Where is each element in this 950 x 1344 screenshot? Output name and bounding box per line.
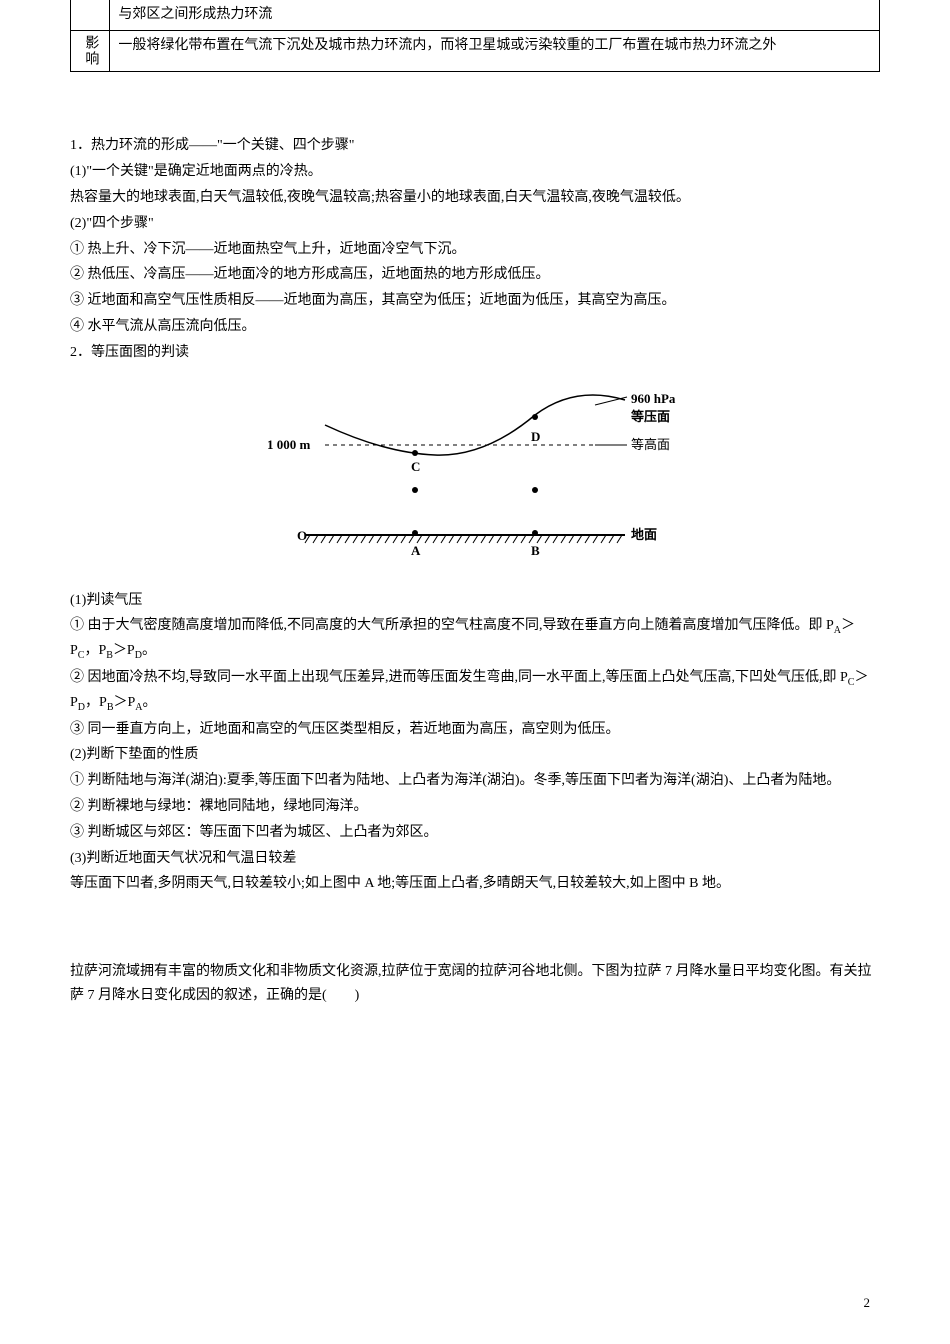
row2-text: 一般将绿化带布置在气流下沉处及城市热力环流内，而将卫星城或污染较重的工厂布置在城… xyxy=(110,31,880,72)
s1-l7: ④ 水平气流从高压流向低压。 xyxy=(70,315,880,339)
s1-l4: ① 热上升、冷下沉——近地面热空气上升，近地面冷空气下沉。 xyxy=(70,238,880,262)
row1-label xyxy=(71,0,110,31)
s3-h3: (3)判断近地面天气状况和气温日较差 xyxy=(70,847,880,871)
row1-text: 与郊区之间形成热力环流 xyxy=(110,0,880,31)
isobaric-text: 等压面 xyxy=(630,409,670,424)
s1-l5: ② 热低压、冷高压——近地面冷的地方形成高压，近地面热的地方形成低压。 xyxy=(70,263,880,287)
isobaric-diagram: O A B C D 1 000 m 960 hPa 等压面 等高面 地面 xyxy=(255,375,695,575)
altitude-value: 1 000 m xyxy=(267,437,311,452)
label-A: A xyxy=(411,543,421,558)
question-text: 拉萨河流域拥有丰富的物质文化和非物质文化资源,拉萨位于宽阔的拉萨河谷地北侧。下图… xyxy=(70,960,880,1008)
s3-p1a: ① 由于大气密度随高度增加而降低,不同高度的大气所承担的空气柱高度不同,导致在垂… xyxy=(70,614,880,664)
s3-p3: 等压面下凹者,多阴雨天气,日较差较小;如上图中 A 地;等压面上凸者,多晴朗天气… xyxy=(70,872,880,896)
label-C: C xyxy=(411,459,420,474)
ground-text: 地面 xyxy=(631,527,657,542)
s3-h2: (2)判断下垫面的性质 xyxy=(70,743,880,767)
summary-table: 与郊区之间形成热力环流 影响 一般将绿化带布置在气流下沉处及城市热力环流内，而将… xyxy=(70,0,880,72)
s2-title: 2．等压面图的判读 xyxy=(70,341,880,365)
s3-h1: (1)判读气压 xyxy=(70,589,880,613)
isobaric-label: 960 hPa xyxy=(631,391,676,406)
s3-p1b: ② 因地面冷热不均,导致同一水平面上出现气压差异,进而等压面发生弯曲,同一水平面… xyxy=(70,666,880,716)
page-number: 2 xyxy=(864,1293,871,1314)
s1-l2: 热容量大的地球表面,白天气温较低,夜晚气温较高;热容量小的地球表面,白天气温较高… xyxy=(70,186,880,210)
s3-p2b: ② 判断裸地与绿地：裸地同陆地，绿地同海洋。 xyxy=(70,795,880,819)
s1-l3: (2)"四个步骤" xyxy=(70,212,880,236)
s1-l1: (1)"一个关键"是确定近地面两点的冷热。 xyxy=(70,160,880,184)
s1-title: 1．热力环流的形成——"一个关键、四个步骤" xyxy=(70,134,880,158)
s3-p2c: ③ 判断城区与郊区：等压面下凹者为城区、上凸者为郊区。 xyxy=(70,821,880,845)
s3-p2a: ① 判断陆地与海洋(湖泊):夏季,等压面下凹者为陆地、上凸者为海洋(湖泊)。冬季… xyxy=(70,769,880,793)
altitude-text: 等高面 xyxy=(631,437,670,452)
s3-p1c: ③ 同一垂直方向上，近地面和高空的气压区类型相反，若近地面为高压，高空则为低压。 xyxy=(70,718,880,742)
label-D: D xyxy=(531,429,540,444)
label-O: O xyxy=(297,528,307,543)
s1-l6: ③ 近地面和高空气压性质相反——近地面为高压，其高空为低压；近地面为低压，其高空… xyxy=(70,289,880,313)
row2-label: 影响 xyxy=(71,31,110,72)
label-B: B xyxy=(531,543,540,558)
